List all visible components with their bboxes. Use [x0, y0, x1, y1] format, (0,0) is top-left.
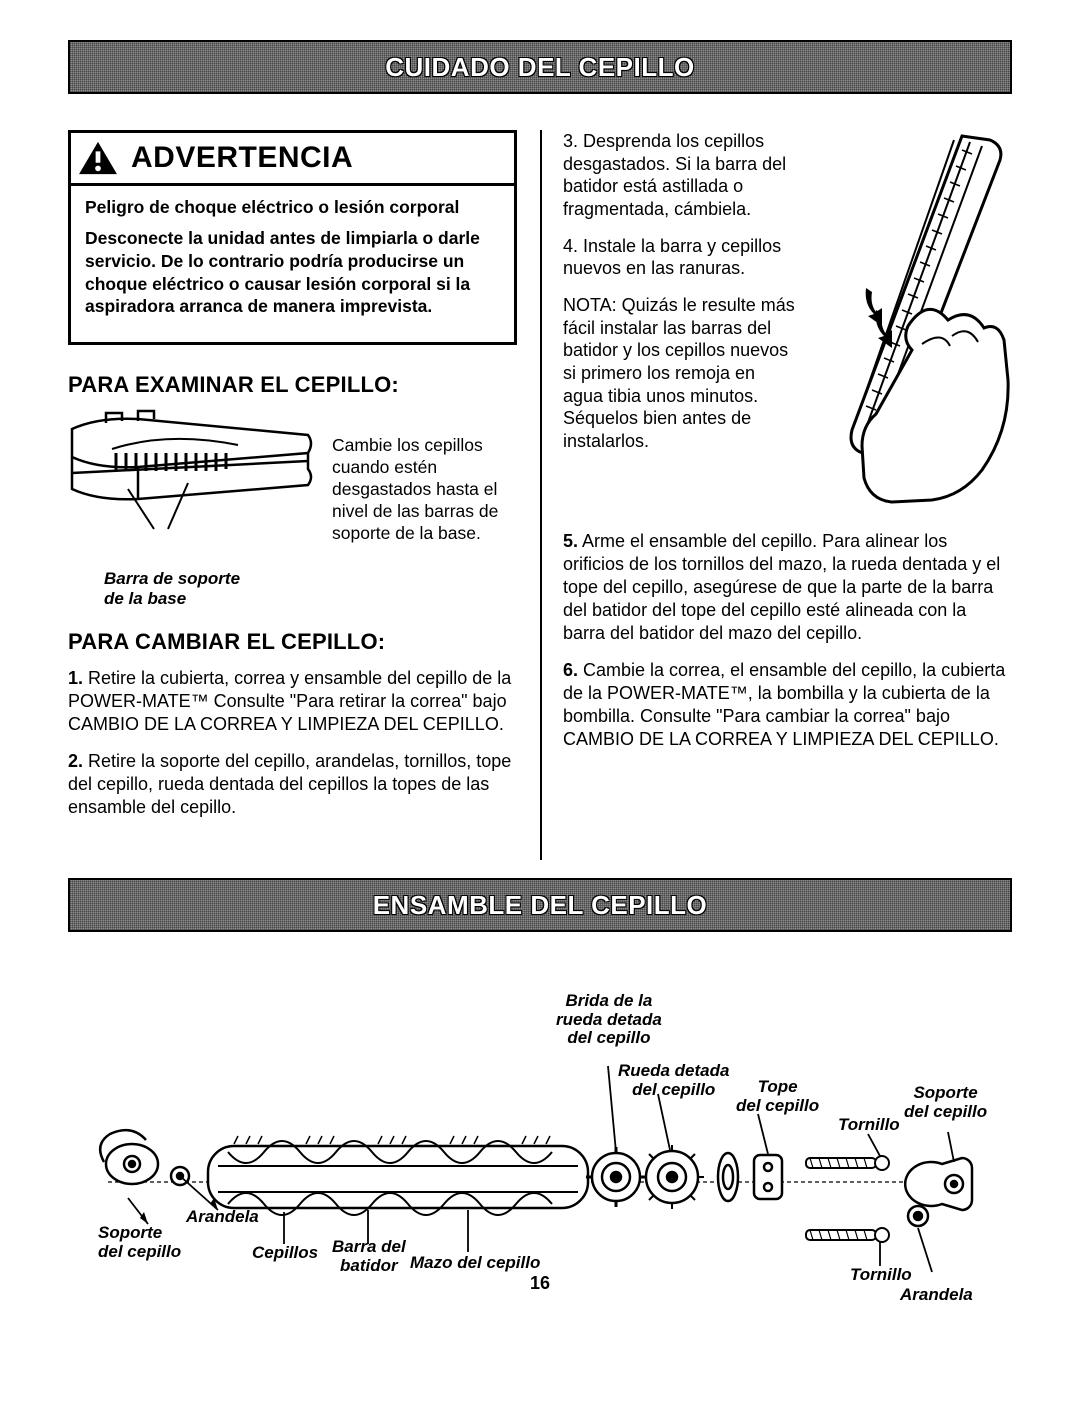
right-top-text: 3. Desprenda los cepillos desgastados. S… [563, 130, 800, 510]
warning-p2: Desconecte la unidad antes de limpiarla … [85, 227, 500, 318]
warning-icon [77, 140, 119, 176]
lbl-tope: Topedel cepillo [736, 1078, 819, 1115]
brush-figure: Cambie los cepillos cuando estén desgast… [68, 409, 517, 559]
warning-title: ADVERTENCIA [131, 139, 353, 177]
lbl-barra: Barra delbatidor [332, 1238, 406, 1275]
page: CUIDADO DEL CEPILLO ADVERTENCIA Peligro … [68, 40, 1012, 1280]
right-note: NOTA: Quizás le resulte más fácil instal… [563, 294, 800, 453]
right-step-5: 5. Arme el ensamble del cepillo. Para al… [563, 530, 1012, 645]
lbl-tornillo1: Tornillo [838, 1116, 900, 1135]
right-column: 3. Desprenda los cepillos desgastados. S… [549, 130, 1012, 860]
banner-ensamble: ENSAMBLE DEL CEPILLO [68, 878, 1012, 932]
warning-box: ADVERTENCIA Peligro de choque eléctrico … [68, 130, 517, 345]
lbl-rueda: Rueda detadadel cepillo [618, 1062, 729, 1099]
lbl-mazo: Mazo del cepillo [410, 1254, 540, 1273]
brush-caption: Cambie los cepillos cuando estén desgast… [332, 409, 517, 559]
hand-brush-icon [812, 130, 1012, 510]
section-examine: PARA EXAMINAR EL CEPILLO: [68, 371, 517, 399]
right-step-6: 6. Cambie la correa, el ensamble del cep… [563, 659, 1012, 751]
page-number: 16 [68, 1273, 1012, 1294]
lbl-brida: Brida de larueda detadadel cepillo [556, 992, 662, 1048]
lbl-cepillos: Cepillos [252, 1244, 318, 1263]
lbl-soporte-r: Soportedel cepillo [904, 1084, 987, 1121]
section-change: PARA CAMBIAR EL CEPILLO: [68, 628, 517, 656]
left-column: ADVERTENCIA Peligro de choque eléctrico … [68, 130, 531, 860]
left-step-1: 1. Retire la cubierta, correa y ensamble… [68, 667, 517, 736]
column-divider [540, 130, 542, 860]
right-top-row: 3. Desprenda los cepillos desgastados. S… [563, 130, 1012, 510]
warning-header: ADVERTENCIA [71, 133, 514, 186]
left-step-2: 2. Retire la soporte del cepillo, arande… [68, 750, 517, 819]
brush-label: Barra de soporte de la base [104, 569, 517, 608]
right-step-3: 3. Desprenda los cepillos desgastados. S… [563, 130, 800, 221]
banner-cuidado: CUIDADO DEL CEPILLO [68, 40, 1012, 94]
banner2-text: ENSAMBLE DEL CEPILLO [373, 890, 708, 921]
lbl-arandela1: Arandela [186, 1208, 259, 1227]
right-step-4: 4. Instale la barra y cepillos nuevos en… [563, 235, 800, 280]
lbl-soporte-l: Soportedel cepillo [98, 1224, 181, 1261]
brush-diagram-icon [68, 409, 318, 559]
banner-text: CUIDADO DEL CEPILLO [385, 52, 694, 83]
two-column: ADVERTENCIA Peligro de choque eléctrico … [68, 130, 1012, 860]
warning-p1: Peligro de choque eléctrico o lesión cor… [85, 196, 500, 219]
